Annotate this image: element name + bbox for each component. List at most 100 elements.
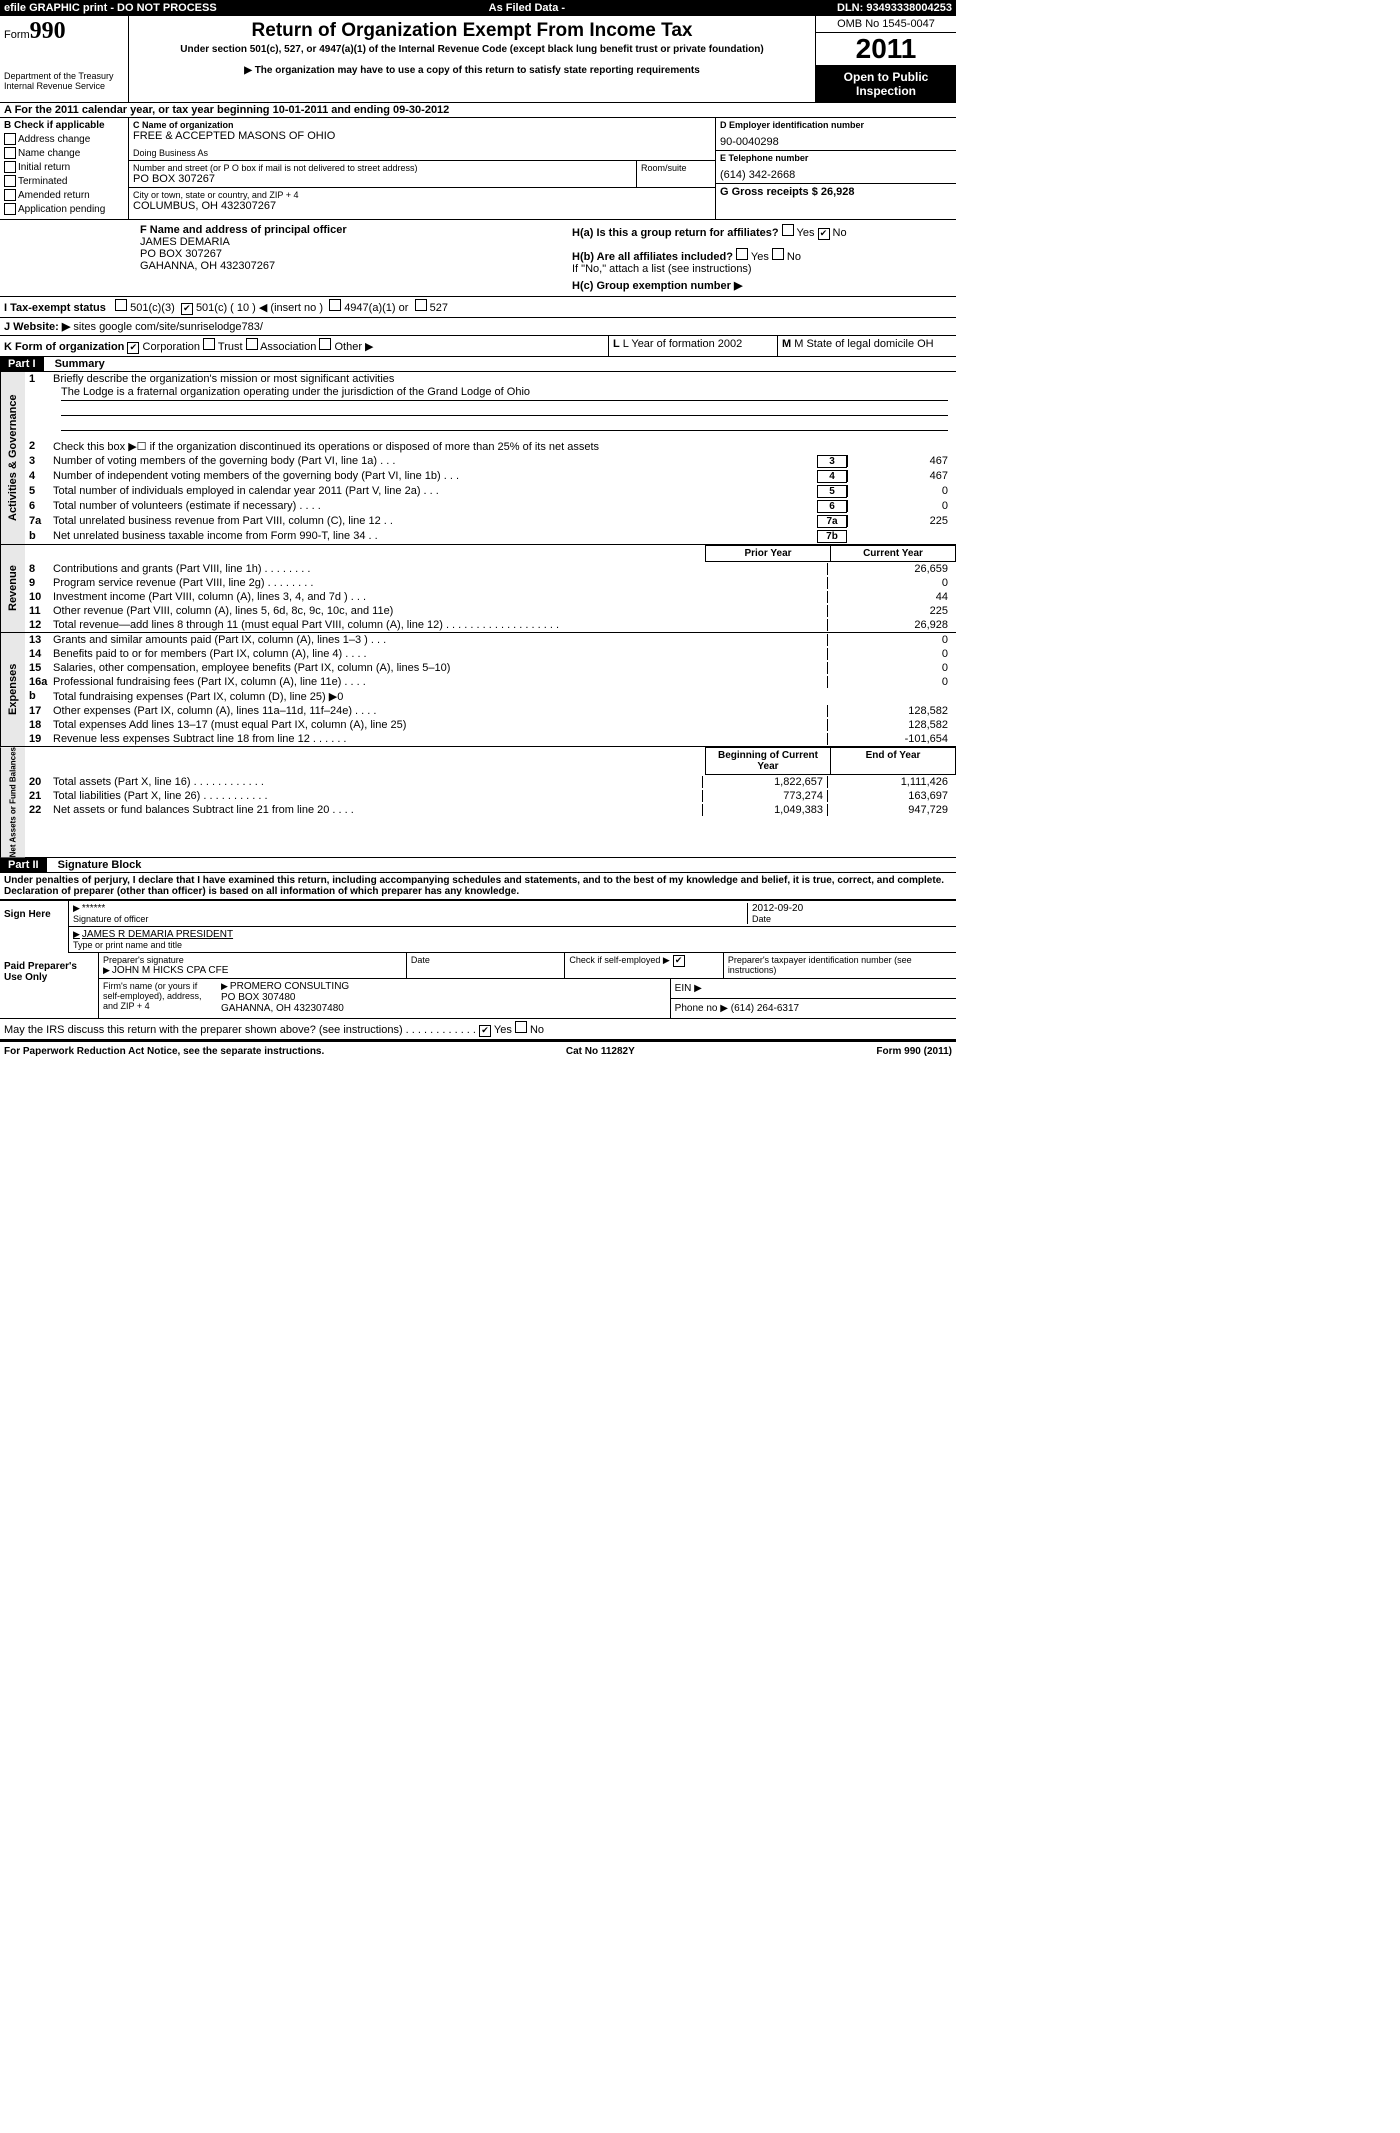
header-left: Form990 Department of the Treasury Inter…: [0, 16, 129, 102]
street-value: PO BOX 307267: [133, 173, 632, 185]
prior-val: 1,049,383: [702, 804, 827, 816]
current-val: 0: [827, 676, 952, 688]
line-val: 225: [847, 515, 952, 527]
net-col-header: Beginning of Current Year End of Year: [25, 747, 956, 775]
chk-assoc[interactable]: [246, 338, 258, 350]
firm-phone: Phone no ▶ (614) 264-6317: [671, 999, 956, 1018]
line-text: Professional fundraising fees (Part IX, …: [53, 676, 702, 688]
line-num: 22: [29, 804, 53, 816]
paid-preparer-label: Paid Preparer's Use Only: [0, 953, 99, 1018]
lbl-address-change: Address change: [18, 134, 90, 145]
line-box: 7a: [817, 515, 847, 528]
chk-527[interactable]: [415, 299, 427, 311]
prep-sig-label: Preparer's signature: [103, 955, 402, 965]
side-net-assets: Net Assets or Fund Balances: [0, 747, 25, 857]
header-mid: Return of Organization Exempt From Incom…: [129, 16, 815, 102]
chk-4947[interactable]: [329, 299, 341, 311]
current-val: 26,928: [827, 619, 952, 631]
col-c: C Name of organization FREE & ACCEPTED M…: [129, 118, 715, 219]
chk-501c[interactable]: ✔: [181, 303, 193, 315]
side-expenses: Expenses: [0, 633, 25, 746]
line-box: 7b: [817, 530, 847, 543]
line-num: 9: [29, 577, 53, 589]
part2-header: Part II Signature Block: [0, 858, 956, 873]
current-val: 26,659: [827, 563, 952, 575]
chk-ha-no[interactable]: ✔: [818, 228, 830, 240]
line-text: Total revenue—add lines 8 through 11 (mu…: [53, 619, 702, 631]
officer-printed-label: Type or print name and title: [73, 940, 952, 950]
chk-other[interactable]: [319, 338, 331, 350]
chk-trust[interactable]: [203, 338, 215, 350]
row-fh: F Name and address of principal officer …: [0, 220, 956, 297]
current-val: -101,654: [827, 733, 952, 745]
chk-501c3[interactable]: [115, 299, 127, 311]
chk-discuss-yes[interactable]: ✔: [479, 1025, 491, 1037]
row-i: I Tax-exempt status 501(c)(3) ✔ 501(c) (…: [0, 297, 956, 318]
current-val: 44: [827, 591, 952, 603]
tax-status-label: I Tax-exempt status: [4, 302, 106, 314]
line-text: Other expenses (Part IX, column (A), lin…: [53, 705, 702, 717]
row-k: K Form of organization ✔ Corporation Tru…: [0, 336, 956, 357]
line-text: Total number of volunteers (estimate if …: [53, 500, 817, 512]
part2-title: Signature Block: [50, 859, 142, 871]
chk-discuss-no[interactable]: [515, 1021, 527, 1033]
section-expenses: Expenses 13 Grants and similar amounts p…: [0, 633, 956, 747]
firm-ein: EIN ▶: [671, 979, 956, 999]
line-num: 20: [29, 776, 53, 788]
current-year-hdr: Current Year: [830, 545, 956, 562]
sig-officer: ******: [73, 903, 747, 914]
lbl-name-change: Name change: [18, 148, 80, 159]
row-a: A For the 2011 calendar year, or tax yea…: [0, 103, 956, 118]
header-right: OMB No 1545-0047 2011 Open to Public Ins…: [815, 16, 956, 102]
line-num: 18: [29, 719, 53, 731]
chk-initial[interactable]: [4, 161, 16, 173]
chk-ha-yes[interactable]: [782, 224, 794, 236]
hb-note: If "No," attach a list (see instructions…: [572, 263, 952, 275]
chk-name[interactable]: [4, 147, 16, 159]
footer-left: For Paperwork Reduction Act Notice, see …: [4, 1046, 324, 1057]
chk-hb-no[interactable]: [772, 248, 784, 260]
lbl-amended: Amended return: [18, 190, 90, 201]
form-number: 990: [30, 18, 66, 44]
current-val: 128,582: [827, 705, 952, 717]
line-text: Total assets (Part X, line 16) . . . . .…: [53, 776, 702, 788]
line-num: b: [29, 530, 53, 542]
chk-amended[interactable]: [4, 189, 16, 201]
line-val: 0: [847, 500, 952, 512]
line-text: Revenue less expenses Subtract line 18 f…: [53, 733, 702, 745]
current-val: 947,729: [827, 804, 952, 816]
line-text: Number of voting members of the governin…: [53, 455, 817, 467]
current-val: 1,111,426: [827, 776, 952, 788]
line-text: Investment income (Part VIII, column (A)…: [53, 591, 702, 603]
part1-badge: Part I: [0, 357, 44, 371]
line-text: Total expenses Add lines 13–17 (must equ…: [53, 719, 702, 731]
chk-terminated[interactable]: [4, 175, 16, 187]
perjury-statement: Under penalties of perjury, I declare th…: [0, 873, 956, 900]
chk-corp[interactable]: ✔: [127, 342, 139, 354]
current-val: 128,582: [827, 719, 952, 731]
line-text: Number of independent voting members of …: [53, 470, 817, 482]
website-value: sites google com/site/sunriselodge783/: [73, 321, 263, 333]
side-revenue: Revenue: [0, 545, 25, 632]
chk-self-employed[interactable]: ✔: [673, 955, 685, 967]
form-title: Return of Organization Exempt From Incom…: [137, 20, 807, 42]
line-num: 3: [29, 455, 53, 467]
current-val: 225: [827, 605, 952, 617]
officer-addr1: PO BOX 307267: [140, 248, 560, 260]
omb-number: OMB No 1545-0047: [816, 16, 956, 33]
dba-label: Doing Business As: [133, 148, 711, 158]
line-text: Grants and similar amounts paid (Part IX…: [53, 634, 702, 646]
chk-address[interactable]: [4, 133, 16, 145]
col-h: H(a) Is this a group return for affiliat…: [568, 220, 956, 296]
chk-hb-yes[interactable]: [736, 248, 748, 260]
lbl-initial-return: Initial return: [18, 162, 70, 173]
street-label: Number and street (or P O box if mail is…: [133, 163, 632, 173]
chk-pending[interactable]: [4, 203, 16, 215]
ein-value: 90-0040298: [720, 136, 952, 148]
opt-501c3: 501(c)(3): [130, 302, 175, 314]
self-employed: Check if self-employed ▶ ✔: [565, 953, 723, 978]
line-val: 467: [847, 455, 952, 467]
top-right: DLN: 93493338004253: [837, 2, 952, 14]
opt-527: 527: [430, 302, 448, 314]
opt-other: Other ▶: [334, 341, 373, 353]
